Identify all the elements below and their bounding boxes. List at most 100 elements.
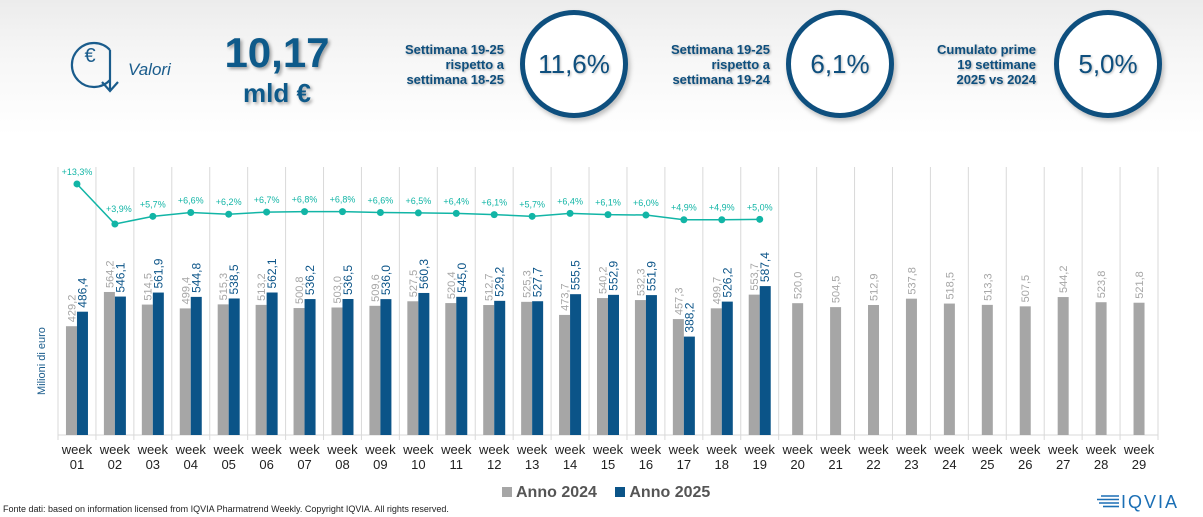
bar-2025 — [380, 299, 392, 435]
bar-2025 — [418, 292, 430, 435]
bar-2025 — [342, 298, 354, 435]
x-tick-label: week 01 — [61, 442, 93, 472]
kpi-label-week-vs-prev-week: Settimana 19-25 rispetto a settimana 18-… — [386, 42, 504, 87]
kpi-label-line: 2025 vs 2024 — [956, 72, 1036, 87]
kpi-value: 5,0% — [1078, 48, 1138, 79]
kpi-label-line: rispetto a — [711, 57, 770, 72]
growth-point — [604, 211, 612, 219]
legend-swatch-2025 — [615, 487, 626, 497]
logo-text: IQVIA — [1121, 492, 1179, 512]
growth-label: +6,7% — [254, 195, 280, 205]
bar-2024 — [981, 304, 993, 435]
bar-2025 — [645, 295, 657, 435]
bar-label-2025: 546,1 — [113, 262, 127, 292]
header-label: Valori — [128, 60, 171, 79]
bar-label-2024: 537,8 — [906, 267, 918, 295]
x-tick-label: week 06 — [250, 442, 282, 472]
kpi-label-line: settimana 19-24 — [672, 72, 770, 87]
bar-label-2024: 473,7 — [560, 283, 572, 311]
bar-label-2025: 536,2 — [303, 265, 317, 295]
legend-swatch-2024 — [502, 487, 512, 497]
bar-2025 — [190, 296, 202, 435]
x-tick-label: week 05 — [213, 442, 245, 472]
growth-point — [376, 208, 384, 216]
bar-label-2024: 520,4 — [446, 272, 458, 300]
bar-label-2024: 527,5 — [408, 270, 420, 298]
bar-label-2025: 526,2 — [720, 267, 734, 297]
bar-label-2024: 521,8 — [1134, 271, 1146, 299]
legend-label-2025: Anno 2025 — [629, 484, 711, 501]
bar-2025 — [114, 296, 126, 435]
bar-label-2024: 509,6 — [370, 274, 382, 302]
bar-label-2024: 500,8 — [294, 277, 306, 305]
bar-2025 — [570, 294, 582, 435]
bar-label-2024: 507,5 — [1020, 275, 1032, 303]
growth-point — [756, 215, 764, 223]
bar-2025 — [152, 292, 164, 435]
bar-label-2025: 536,5 — [341, 265, 355, 295]
bar-label-2024: 513,3 — [982, 273, 994, 301]
x-tick-label: week 08 — [326, 442, 358, 472]
bar-label-2025: 544,8 — [189, 263, 203, 293]
x-tick-label: week 16 — [630, 442, 662, 472]
bar-2024 — [748, 294, 760, 435]
x-tick-label: week 02 — [99, 442, 131, 472]
bar-2025 — [76, 311, 88, 435]
x-tick-label: week 10 — [402, 442, 434, 472]
bar-2024 — [559, 314, 571, 435]
growth-point — [452, 209, 460, 217]
x-tick-label: week 12 — [478, 442, 510, 472]
bar-label-2025: 388,2 — [682, 302, 696, 332]
y-axis-label: Milioni di euro — [36, 327, 48, 395]
kpi-value: 11,6% — [538, 48, 610, 79]
growth-label: +6,1% — [481, 198, 507, 208]
legend-item-2024: Anno 2024 — [502, 484, 597, 501]
euro-down-arrow-icon: € — [70, 41, 119, 93]
bar-2024 — [597, 298, 608, 435]
x-tick-label: week 19 — [744, 442, 776, 472]
bar-label-2025: 552,9 — [607, 260, 621, 290]
x-tick-label: week 20 — [781, 442, 813, 472]
bar-2024 — [672, 319, 684, 435]
growth-point — [566, 209, 574, 217]
growth-label: +13,3% — [62, 167, 93, 177]
bar-label-2025: 551,9 — [644, 261, 658, 291]
bar-2024 — [792, 303, 804, 435]
bar-label-2024: 504,5 — [831, 276, 843, 304]
bar-2025 — [721, 301, 733, 435]
growth-point — [642, 211, 650, 219]
x-tick-label: week 03 — [137, 442, 169, 472]
x-tick-label: week 04 — [175, 442, 207, 472]
bar-label-2025: 527,7 — [531, 267, 545, 297]
total-value: 10,17 — [224, 29, 330, 76]
growth-label: +6,4% — [443, 196, 469, 206]
bar-label-2024: 513,2 — [256, 273, 268, 301]
bar-2024 — [407, 301, 419, 435]
kpi-label-line: 19 settimane — [957, 57, 1036, 72]
bar-2025 — [266, 292, 278, 435]
bar-label-2024: 512,9 — [869, 273, 881, 301]
bar-2024 — [103, 291, 115, 435]
growth-point — [187, 208, 195, 216]
growth-point — [301, 208, 309, 216]
bar-2024 — [868, 304, 880, 435]
bar-label-2025: 561,9 — [151, 258, 165, 288]
bar-2025 — [456, 296, 468, 435]
bar-label-2024: 499,4 — [180, 277, 192, 305]
growth-point — [263, 208, 271, 216]
legend-label-2024: Anno 2024 — [516, 484, 597, 501]
x-tick-label: week 21 — [819, 442, 851, 472]
bar-2024 — [1019, 306, 1031, 435]
growth-label: +5,0% — [747, 202, 773, 212]
bar-2024 — [905, 298, 917, 435]
x-tick-label: week 07 — [288, 442, 320, 472]
bar-2024 — [943, 303, 955, 435]
growth-label: +6,2% — [216, 197, 242, 207]
growth-label: +6,4% — [557, 196, 583, 206]
bar-label-2024: 564,2 — [104, 260, 116, 288]
bar-2024 — [710, 308, 722, 435]
bar-label-2024: 512,7 — [484, 273, 496, 301]
iqvia-logo: IQVIA — [1097, 492, 1179, 512]
kpi-value: 6,1% — [810, 48, 870, 79]
bar-label-2025: 560,3 — [417, 259, 431, 289]
